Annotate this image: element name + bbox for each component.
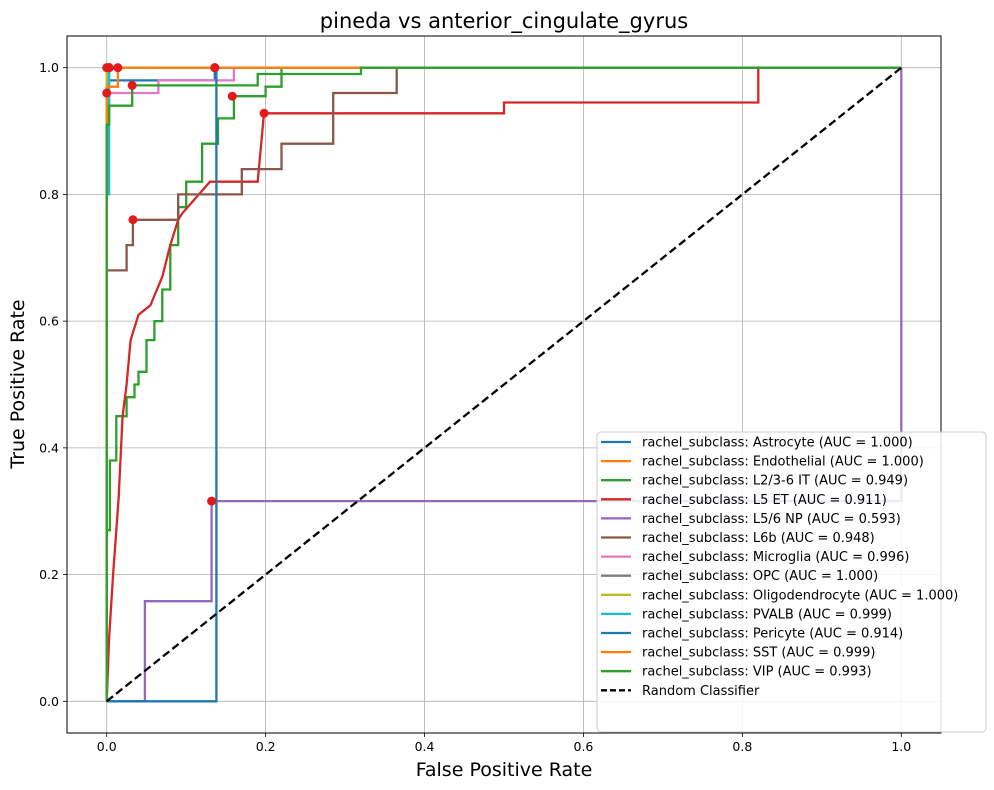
y-tick-label: 1.0: [39, 60, 59, 75]
legend-entries: rachel_subclass: Astrocyte (AUC = 1.000)…: [601, 436, 958, 699]
legend-label-13: Random Classifier: [642, 684, 760, 699]
chart-title: pineda vs anterior_cingulate_gyrus: [320, 9, 688, 34]
legend-label-6: rachel_subclass: Microglia (AUC = 0.996): [642, 550, 909, 565]
x-axis-label: False Positive Rate: [416, 759, 593, 781]
series-line-3: [105, 66, 902, 702]
x-tick-label: 1.0: [891, 739, 911, 754]
legend-box: [596, 431, 987, 733]
legend-label-2: rachel_subclass: L2/3-6 IT (AUC = 0.949): [642, 474, 908, 489]
threshold-marker-10: [210, 63, 220, 73]
y-axis-label: True Positive Rate: [7, 299, 29, 469]
legend-label-4: rachel_subclass: L5/6 NP (AUC = 0.593): [642, 512, 901, 527]
legend-label-9: rachel_subclass: PVALB (AUC = 0.999): [642, 607, 892, 622]
legend-label-3: rachel_subclass: L5 ET (AUC = 0.911): [642, 493, 887, 508]
legend-label-11: rachel_subclass: SST (AUC = 0.999): [642, 646, 875, 661]
legend: rachel_subclass: Astrocyte (AUC = 1.000)…: [596, 431, 987, 733]
threshold-marker-12: [127, 80, 137, 90]
threshold-marker-5: [128, 215, 138, 225]
threshold-marker-6: [102, 88, 112, 98]
legend-label-10: rachel_subclass: Pericyte (AUC = 0.914): [642, 627, 903, 642]
y-tick-label: 0.8: [39, 187, 59, 202]
legend-label-7: rachel_subclass: OPC (AUC = 1.000): [642, 569, 878, 584]
series-line-5: [105, 66, 902, 702]
x-ticks: 0.0 0.2 0.4 0.6 0.8 1.0: [97, 733, 911, 754]
y-tick-label: 0.0: [39, 694, 59, 709]
y-ticks: 0.0 0.2 0.4 0.6 0.8 1.0: [39, 60, 67, 709]
legend-label-1: rachel_subclass: Endothelial (AUC = 1.00…: [642, 455, 924, 470]
y-tick-label: 0.6: [39, 314, 59, 329]
threshold-marker-11: [113, 63, 123, 73]
y-tick-label: 0.2: [39, 567, 59, 582]
x-tick-label: 0.2: [256, 739, 276, 754]
legend-label-8: rachel_subclass: Oligodendrocyte (AUC = …: [642, 588, 958, 603]
x-tick-label: 0.8: [732, 739, 752, 754]
x-tick-label: 0.0: [97, 739, 117, 754]
plot-frame: [66, 35, 942, 734]
x-tick-label: 0.6: [574, 739, 594, 754]
legend-label-0: rachel_subclass: Astrocyte (AUC = 1.000): [642, 436, 913, 451]
x-tick-label: 0.4: [415, 739, 435, 754]
y-tick-label: 0.4: [39, 440, 59, 455]
legend-label-12: rachel_subclass: VIP (AUC = 0.993): [642, 665, 872, 680]
threshold-marker-3: [259, 108, 269, 118]
threshold-marker-9: [104, 63, 114, 73]
series-line-13: [105, 66, 903, 703]
threshold-markers: [102, 63, 269, 506]
threshold-marker-4: [207, 496, 217, 506]
series-line-12: [105, 66, 902, 702]
threshold-marker-2: [227, 91, 237, 101]
legend-label-5: rachel_subclass: L6b (AUC = 0.948): [642, 531, 875, 546]
